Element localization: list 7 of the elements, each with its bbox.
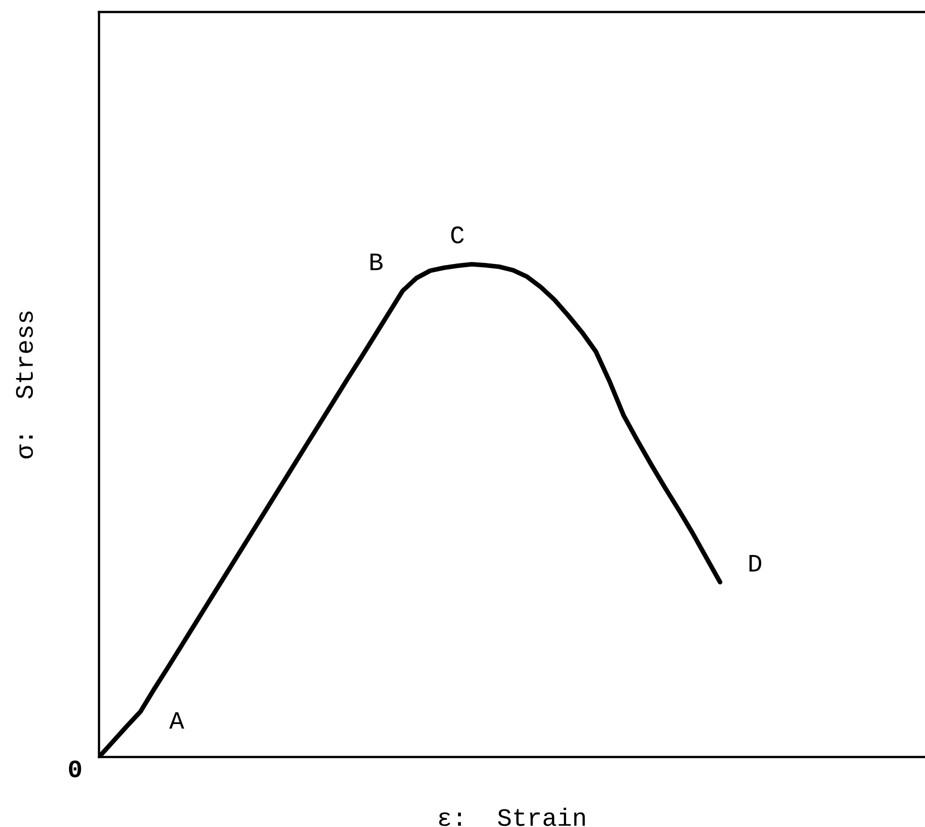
text: 0 xyxy=(68,760,82,778)
annotation: B xyxy=(370,254,383,270)
text: C xyxy=(451,226,464,244)
annotation: A xyxy=(169,712,184,729)
y-axis-title: σ: Stress xyxy=(16,312,33,458)
text: D xyxy=(749,555,762,572)
x-axis-title: ε: Strain xyxy=(439,808,585,826)
